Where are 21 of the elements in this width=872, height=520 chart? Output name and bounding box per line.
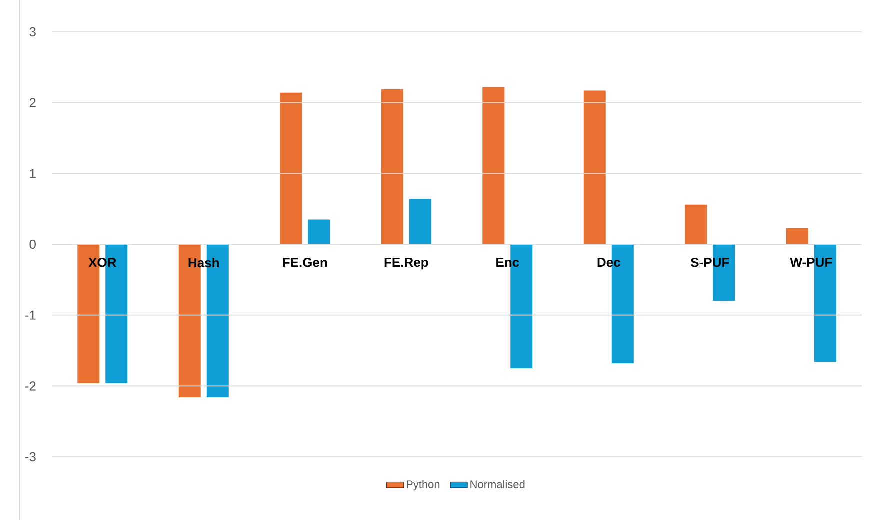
bar [786, 228, 808, 244]
y-tick-label: 0 [30, 240, 36, 250]
legend-label: Python [406, 480, 440, 491]
bar [685, 204, 708, 244]
bar [308, 220, 330, 244]
y-tick-label: -3 [25, 452, 36, 462]
bar [280, 92, 302, 244]
bar [584, 90, 606, 244]
y-tick-label: 2 [30, 98, 36, 108]
bar [381, 89, 404, 244]
x-tick-label: FE.Rep [384, 258, 428, 270]
bar [409, 199, 432, 244]
legend-label: Normalised [470, 480, 525, 488]
x-tick-label: Hash [188, 258, 219, 268]
x-tick-label: FE.Gen [283, 258, 328, 268]
y-tick-label: -2 [25, 382, 36, 391]
x-tick-label: XOR [88, 258, 116, 268]
y-tick-label: 3 [30, 27, 36, 37]
y-tick-label: -1 [25, 310, 36, 320]
y-tick-label: 1 [30, 169, 36, 178]
bar [482, 87, 505, 244]
